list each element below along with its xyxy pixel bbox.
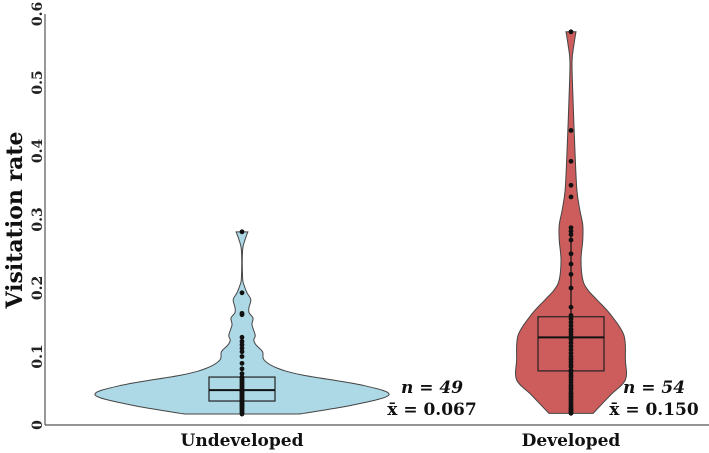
category-label-developed: Developed <box>522 431 621 451</box>
mean-label-developed: x̄ = 0.150 <box>609 400 699 420</box>
data-point-undeveloped <box>239 312 245 318</box>
data-point-undeveloped <box>239 360 245 366</box>
data-point-developed <box>568 232 574 237</box>
data-point-undeveloped <box>239 334 245 340</box>
mean-label-undeveloped: x̄ = 0.067 <box>387 400 476 420</box>
data-point-developed <box>568 347 574 353</box>
data-point-developed <box>568 261 574 267</box>
y-tick-label: 0.6 <box>30 2 46 26</box>
data-point-developed <box>568 350 574 356</box>
data-point-developed <box>568 158 574 164</box>
violins <box>94 29 628 417</box>
data-point-developed <box>568 237 574 243</box>
data-point-developed <box>568 319 574 325</box>
y-tick-label: 0.5 <box>30 70 46 94</box>
data-point-developed <box>568 340 574 346</box>
data-point-developed <box>568 304 574 310</box>
data-point-undeveloped <box>239 371 245 377</box>
data-point-undeveloped <box>239 354 245 359</box>
data-point-undeveloped <box>239 290 245 296</box>
data-point-developed <box>568 285 574 291</box>
data-point-developed <box>568 313 574 318</box>
data-point-developed <box>568 323 574 329</box>
data-point-developed <box>568 271 574 277</box>
data-point-developed <box>568 182 574 188</box>
data-point-developed <box>568 343 574 349</box>
data-point-developed <box>568 225 574 231</box>
data-point-undeveloped <box>239 349 245 355</box>
data-point-undeveloped <box>239 411 245 417</box>
y-axis-label: Visitation rate <box>2 131 28 309</box>
y-tick-label: 0.1 <box>30 344 46 368</box>
y-ticks: 0 0.1 0.2 0.3 0.4 0.5 0.6 <box>30 2 46 430</box>
data-point-undeveloped <box>239 342 245 348</box>
y-tick-label: 0.4 <box>30 139 46 164</box>
y-tick-label: 0.3 <box>30 207 46 231</box>
violin-developed <box>514 31 628 414</box>
y-tick-label: 0.2 <box>30 276 46 300</box>
data-point-developed <box>568 364 574 370</box>
data-point-developed <box>568 410 574 416</box>
data-point-undeveloped <box>239 345 245 351</box>
n-label-undeveloped: n = 49 <box>401 378 463 398</box>
data-point-developed <box>568 228 574 234</box>
y-tick-label: 0 <box>30 420 46 430</box>
n-label-developed: n = 54 <box>623 378 685 398</box>
data-point-developed <box>568 316 574 322</box>
data-point-developed <box>568 128 574 133</box>
data-point-developed <box>568 251 574 257</box>
data-point-undeveloped <box>239 339 245 344</box>
data-point-developed <box>568 194 574 200</box>
data-point-undeveloped <box>239 229 245 235</box>
violin-undeveloped <box>94 231 390 415</box>
data-point-developed <box>568 29 574 35</box>
data-point-developed <box>568 336 574 342</box>
data-point-undeveloped <box>239 366 245 372</box>
category-label-undeveloped: Undeveloped <box>181 431 304 451</box>
